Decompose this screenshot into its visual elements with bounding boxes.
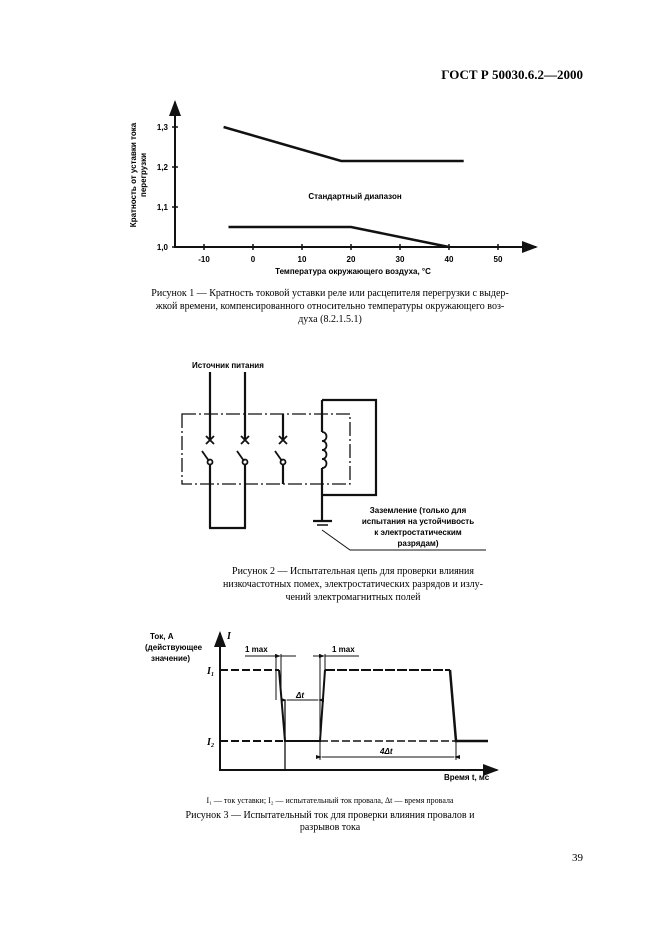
svg-text:разрывов тока: разрывов тока bbox=[300, 822, 361, 833]
region-label: Стандартный диапазон bbox=[308, 192, 401, 201]
standard-header: ГОСТ Р 50030.6.2—2000 bbox=[441, 67, 583, 82]
svg-text:I: I bbox=[226, 631, 232, 642]
figure-2-caption: Рисунок 2 — Испытательная цепь для прове… bbox=[223, 566, 483, 603]
coil-icon bbox=[321, 431, 328, 469]
x-axis-label: Температура окружающего воздуха, °С bbox=[275, 267, 431, 276]
y-tick-label: 1,3 bbox=[157, 123, 169, 132]
switch-icons bbox=[201, 431, 328, 469]
svg-text:разрядам): разрядам) bbox=[398, 539, 439, 548]
x-tick-label: -10 bbox=[198, 255, 210, 264]
leader-line bbox=[321, 529, 486, 551]
series-line-2 bbox=[228, 225, 450, 249]
x-tick-label: 10 bbox=[298, 255, 307, 264]
y-axis-label-2: перегрузки bbox=[139, 153, 148, 197]
svg-text:Ток, А: Ток, А bbox=[150, 632, 174, 641]
series-line-1 bbox=[223, 125, 464, 163]
x-tick-label: 50 bbox=[494, 255, 503, 264]
svg-text:низкочастотных помех, электрос: низкочастотных помех, электростатических… bbox=[223, 579, 483, 590]
figure-3-waveform: Ток, А (действующее значение) Время t, м… bbox=[145, 631, 499, 782]
figure-3-caption: I₁ — ток уставки; I₂ — испытательный ток… bbox=[186, 796, 476, 833]
svg-text:Заземление (только для: Заземление (только для bbox=[370, 506, 467, 515]
svg-text:Рисунок 3 — Испытательный ток: Рисунок 3 — Испытательный ток для провер… bbox=[186, 810, 476, 821]
svg-text:1 max: 1 max bbox=[245, 645, 268, 654]
x-tick-label: 0 bbox=[251, 255, 256, 264]
ground-label: Заземление (только для испытания на усто… bbox=[362, 506, 474, 548]
svg-text:испытания на устойчивость: испытания на устойчивость bbox=[362, 517, 474, 526]
figure-2-circuit: Источник питания Заземление (только для … bbox=[181, 361, 486, 551]
figure-1-caption: Рисунок 1 — Кратность токовой уставки ре… bbox=[151, 288, 508, 325]
svg-text:(действующее: (действующее bbox=[145, 643, 203, 652]
svg-text:I₂: I₂ bbox=[206, 737, 214, 748]
y-axis-label: Кратность от уставки тока bbox=[129, 122, 138, 227]
svg-text:1 max: 1 max bbox=[332, 645, 355, 654]
svg-text:4Δt: 4Δt bbox=[379, 747, 393, 756]
y-tick-label: 1,2 bbox=[157, 163, 169, 172]
caption-line: жкой времени, компенсированного относите… bbox=[155, 301, 505, 312]
svg-text:чений электромагнитных полей: чений электромагнитных полей bbox=[285, 592, 421, 603]
caption-line: духа (8.2.1.5.1) bbox=[298, 314, 362, 325]
svg-text:Δt: Δt bbox=[295, 691, 304, 700]
y-tick-label: 1,0 bbox=[157, 243, 169, 252]
figure-1-chart: -10 0 10 20 30 40 50 1,0 1,1 1,2 1,3 Кратность от … bbox=[129, 100, 538, 276]
device-boundary bbox=[181, 413, 351, 485]
legend-note: I₁ — ток уставки; I₂ — испытательный ток… bbox=[206, 796, 453, 805]
svg-text:Рисунок 2 — Испытательная цепь: Рисунок 2 — Испытательная цепь для прове… bbox=[232, 566, 474, 577]
svg-text:к электростатическим: к электростатическим bbox=[374, 528, 461, 537]
svg-text:I₁: I₁ bbox=[206, 666, 214, 677]
caption-line: Рисунок 1 — Кратность токовой уставки ре… bbox=[151, 288, 508, 299]
x-tick-label: 40 bbox=[445, 255, 454, 264]
x-tick-label: 30 bbox=[396, 255, 405, 264]
page-number: 39 bbox=[572, 852, 584, 864]
y-tick-label: 1,1 bbox=[157, 203, 169, 212]
x-axis-label: Время t, мс bbox=[444, 773, 490, 782]
power-source-label: Источник питания bbox=[192, 361, 264, 370]
x-tick-label: 20 bbox=[347, 255, 356, 264]
svg-text:значение): значение) bbox=[151, 654, 190, 663]
